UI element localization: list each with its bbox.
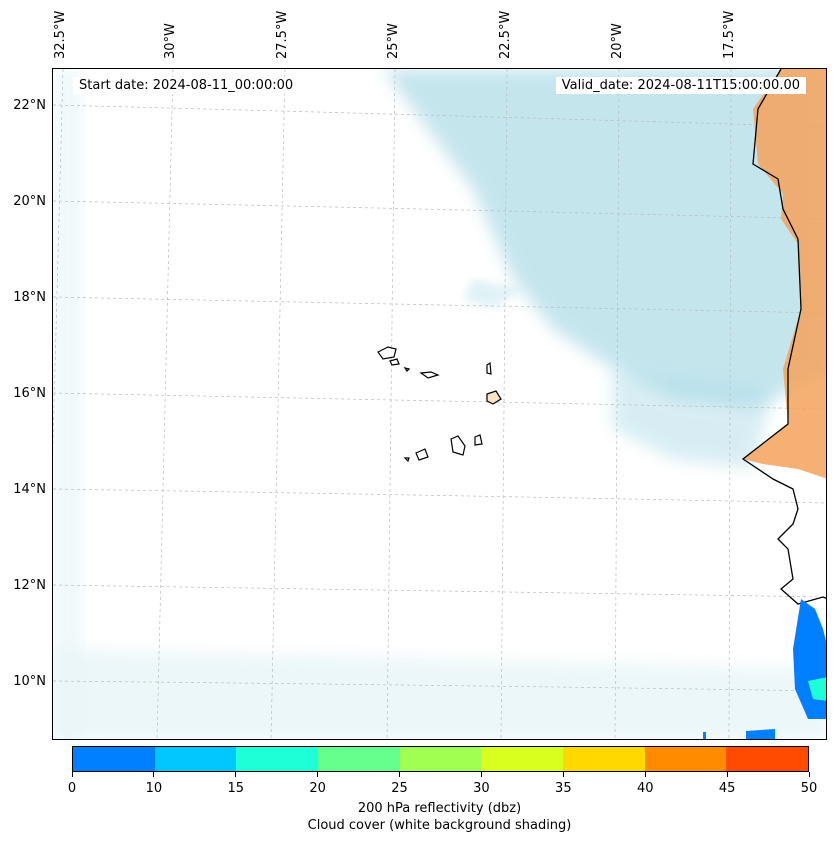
- lon-label-20w: 20°W: [610, 23, 625, 59]
- colorbar-tick: [562, 772, 564, 777]
- start-date-label: Start date: 2024-08-11_00:00:00: [73, 77, 300, 94]
- colorbar-tick-label: 30: [473, 781, 490, 796]
- colorbar-segment: [481, 747, 564, 771]
- lat-label-14n: 14°N: [13, 482, 46, 497]
- lat-label-20n: 20°N: [13, 194, 46, 209]
- colorbar-segment: [73, 747, 155, 771]
- lat-label-10n: 10°N: [13, 674, 46, 689]
- colorbar-tick: [317, 772, 319, 777]
- lon-label-27-5w: 27.5°W: [275, 10, 290, 59]
- colorbar-segment: [563, 747, 645, 771]
- colorbar-label-cloud-cover: Cloud cover (white background shading): [307, 818, 572, 833]
- colorbar-tick: [644, 772, 646, 777]
- colorbar-segment: [154, 747, 237, 771]
- map-canvas: [53, 69, 826, 739]
- colorbar-tick-label: 40: [636, 781, 654, 796]
- colorbar-tick: [399, 772, 401, 777]
- lat-label-22n: 22°N: [13, 98, 46, 113]
- lon-label-22-5w: 22.5°W: [498, 10, 513, 59]
- colorbar-segment: [236, 747, 319, 771]
- lon-label-32-5w: 32.5°W: [53, 10, 68, 59]
- colorbar-tick-label: 0: [67, 781, 77, 796]
- cloud-cover-shading: [53, 69, 826, 739]
- lat-label-12n: 12°N: [13, 578, 46, 593]
- colorbar-tick-label: 45: [718, 781, 736, 796]
- colorbar-tick: [71, 772, 73, 777]
- lon-label-25w: 25°W: [386, 23, 401, 59]
- graticule: [53, 69, 826, 739]
- reflectivity-colorbar: [72, 746, 809, 772]
- colorbar-segment: [318, 747, 400, 771]
- colorbar-segment: [644, 747, 727, 771]
- reflectivity-cells: [703, 599, 826, 739]
- colorbar-tick: [480, 772, 482, 777]
- colorbar-tick-label: 50: [800, 781, 818, 796]
- colorbar-segment: [399, 747, 482, 771]
- colorbar-label-reflectivity: 200 hPa reflectivity (dbz): [357, 801, 522, 816]
- colorbar-tick: [808, 772, 810, 777]
- valid-date-label: Valid_date: 2024-08-11T15:00:00.00: [555, 77, 806, 94]
- colorbar-tick-label: 15: [227, 781, 245, 796]
- cape-verde-islands: [377, 346, 502, 463]
- colorbar-tick: [153, 772, 155, 777]
- colorbar-tick: [726, 772, 728, 777]
- colorbar-segment: [726, 747, 809, 771]
- map-panel: Start date: 2024-08-11_00:00:00 Valid_da…: [52, 68, 827, 740]
- africa-coast: [741, 69, 826, 605]
- lat-label-18n: 18°N: [13, 290, 46, 305]
- lon-label-17-5w: 17.5°W: [722, 10, 737, 59]
- colorbar-tick-label: 10: [145, 781, 163, 796]
- lat-label-16n: 16°N: [13, 386, 46, 401]
- colorbar-tick: [235, 772, 237, 777]
- colorbar-tick-label: 25: [391, 781, 408, 796]
- lon-label-30w: 30°W: [163, 23, 178, 59]
- colorbar-tick-label: 20: [309, 781, 326, 796]
- colorbar-tick-label: 35: [555, 781, 572, 796]
